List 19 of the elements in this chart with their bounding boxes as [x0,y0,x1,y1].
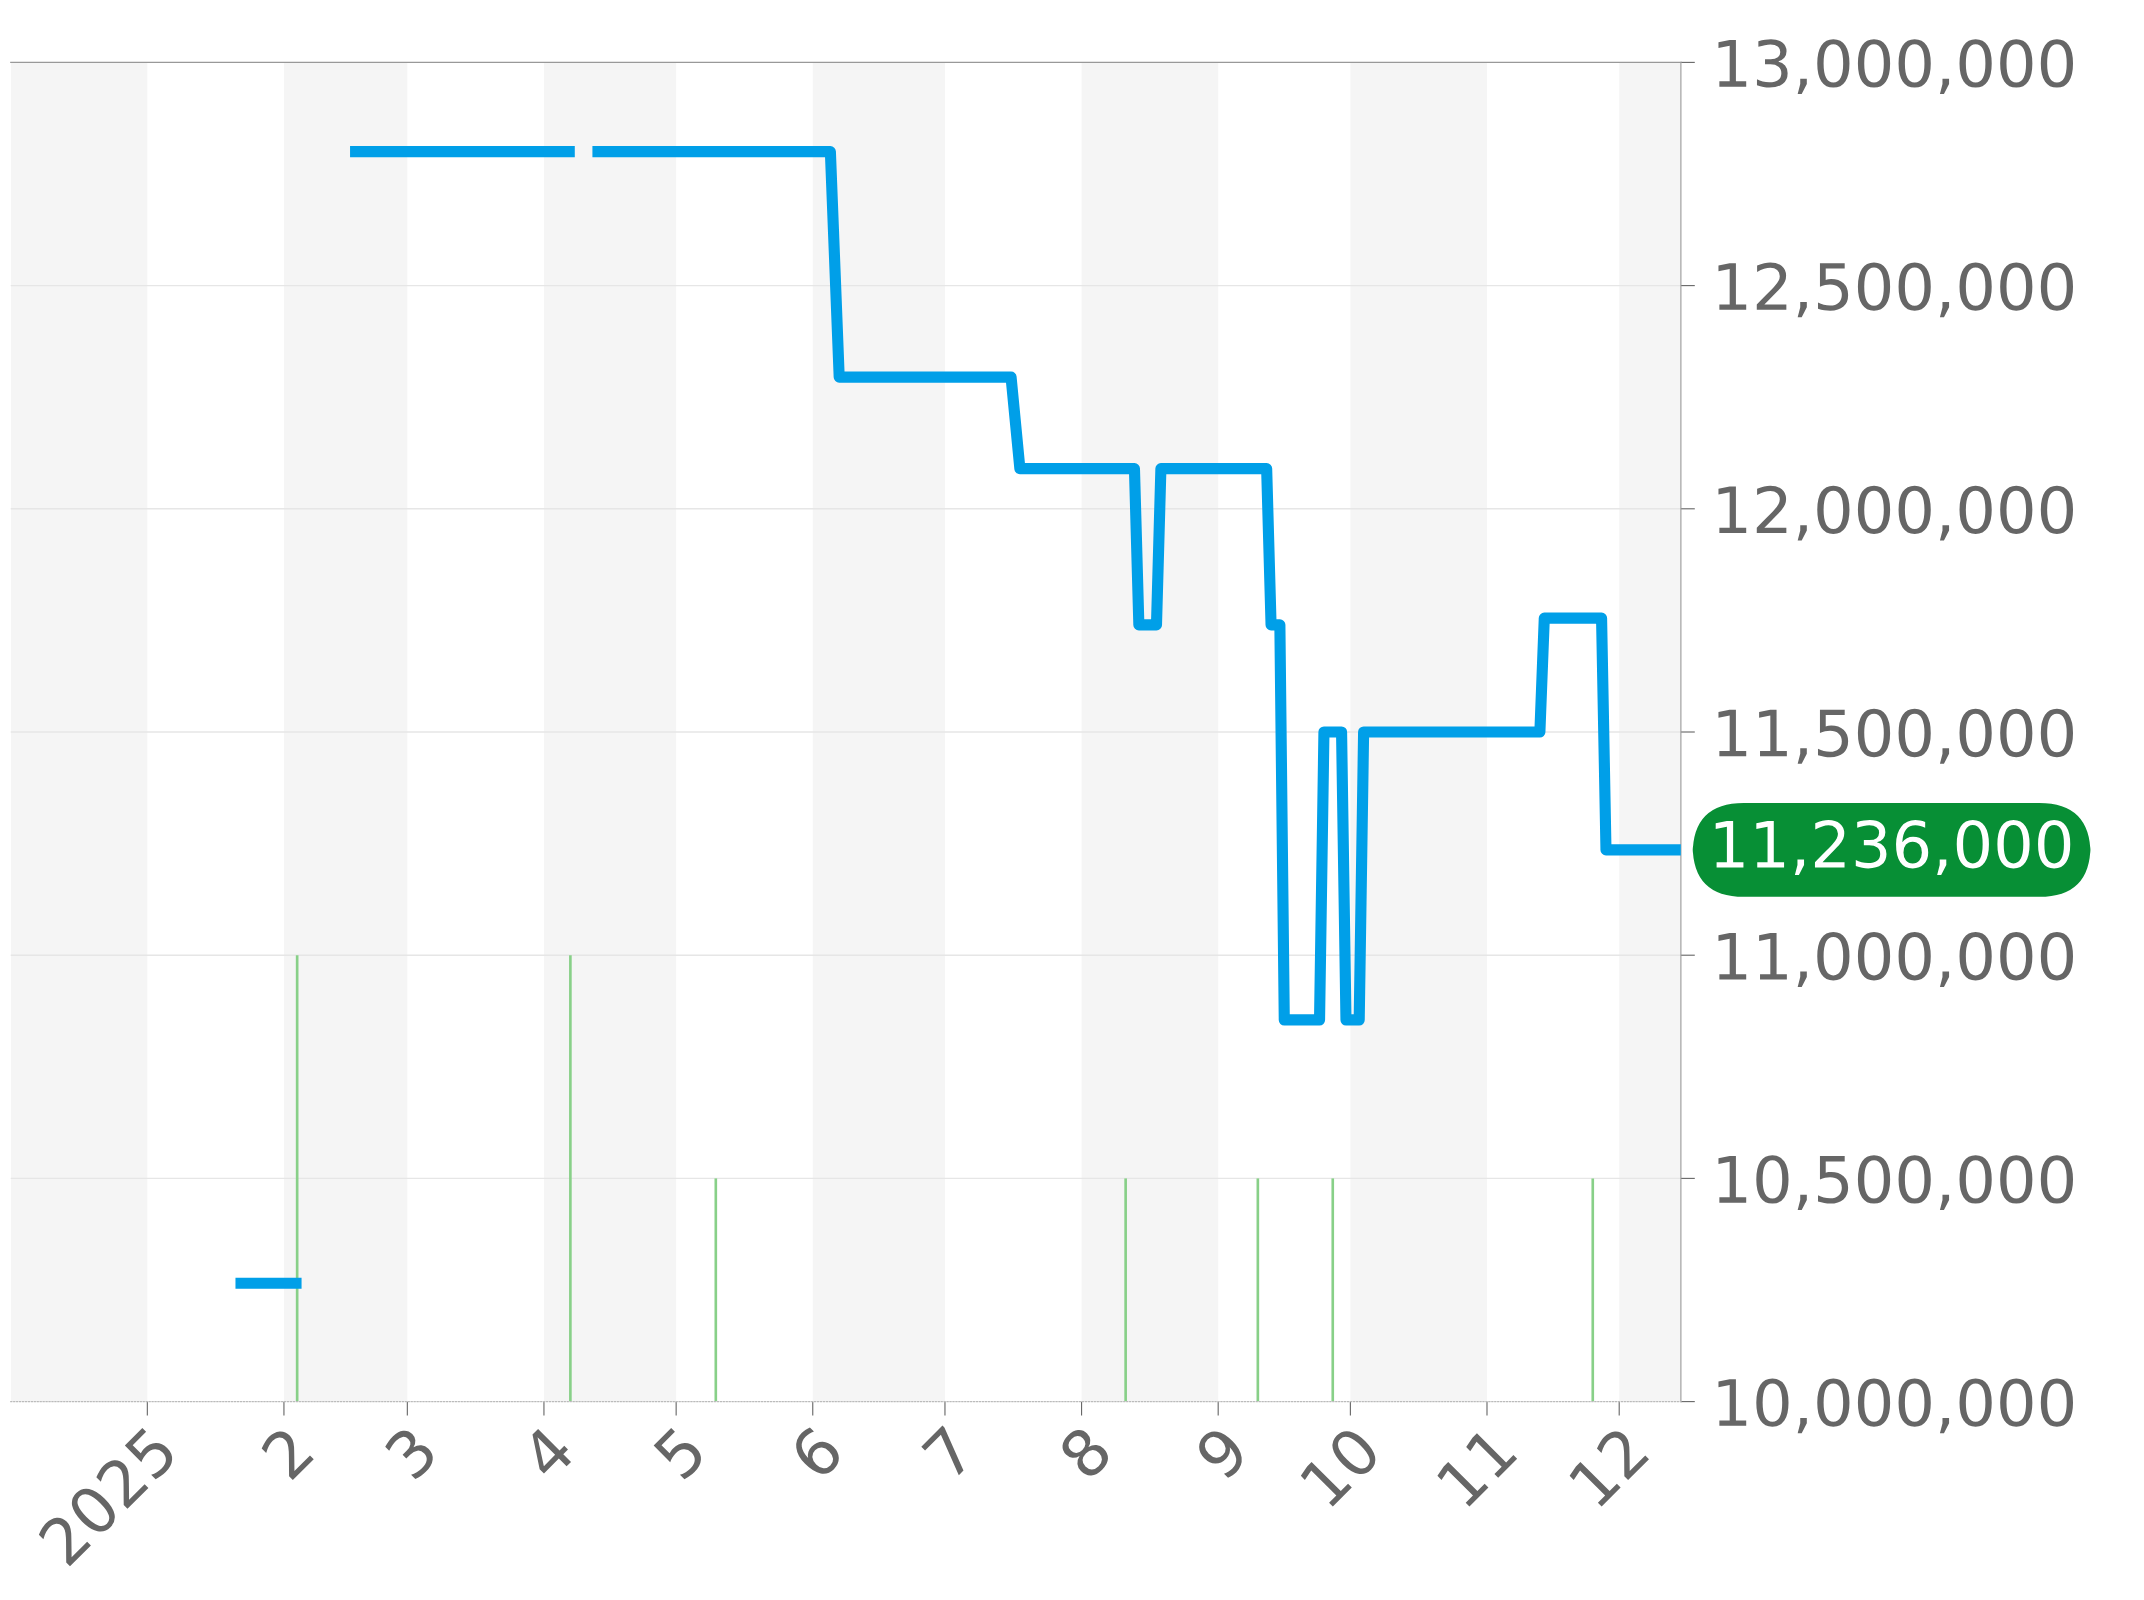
x-tick-label: 7 [921,1425,976,1480]
x-tick-label: 5 [652,1425,708,1481]
y-tick-label: 12,500,000 [1718,262,2074,318]
x-tick-label: 4 [518,1424,576,1482]
y-tick-label: 10,000,000 [1718,1378,2074,1434]
x-tick-label: 3 [382,1424,439,1481]
y-tick-label: 10,500,000 [1718,1155,2074,1211]
y-tick-label: 11,500,000 [1718,708,2074,764]
y-tick-label: 13,000,000 [1718,39,2074,95]
x-tick-label: 9 [1193,1424,1250,1482]
x-tick-label: 6 [787,1423,845,1481]
y-tick-label: 12,000,000 [1718,485,2074,541]
y-tick-label: 11,000,000 [1718,932,2074,987]
x-tick-label: 10 [1298,1424,1383,1508]
annotation: 11,236,000 [1715,820,2071,875]
x-tick-label: 8 [1056,1424,1114,1481]
x-tick-label: 12 [1567,1425,1649,1508]
x-tick-label: 11 [1435,1425,1518,1508]
x-tick-label: 2 [259,1425,314,1481]
